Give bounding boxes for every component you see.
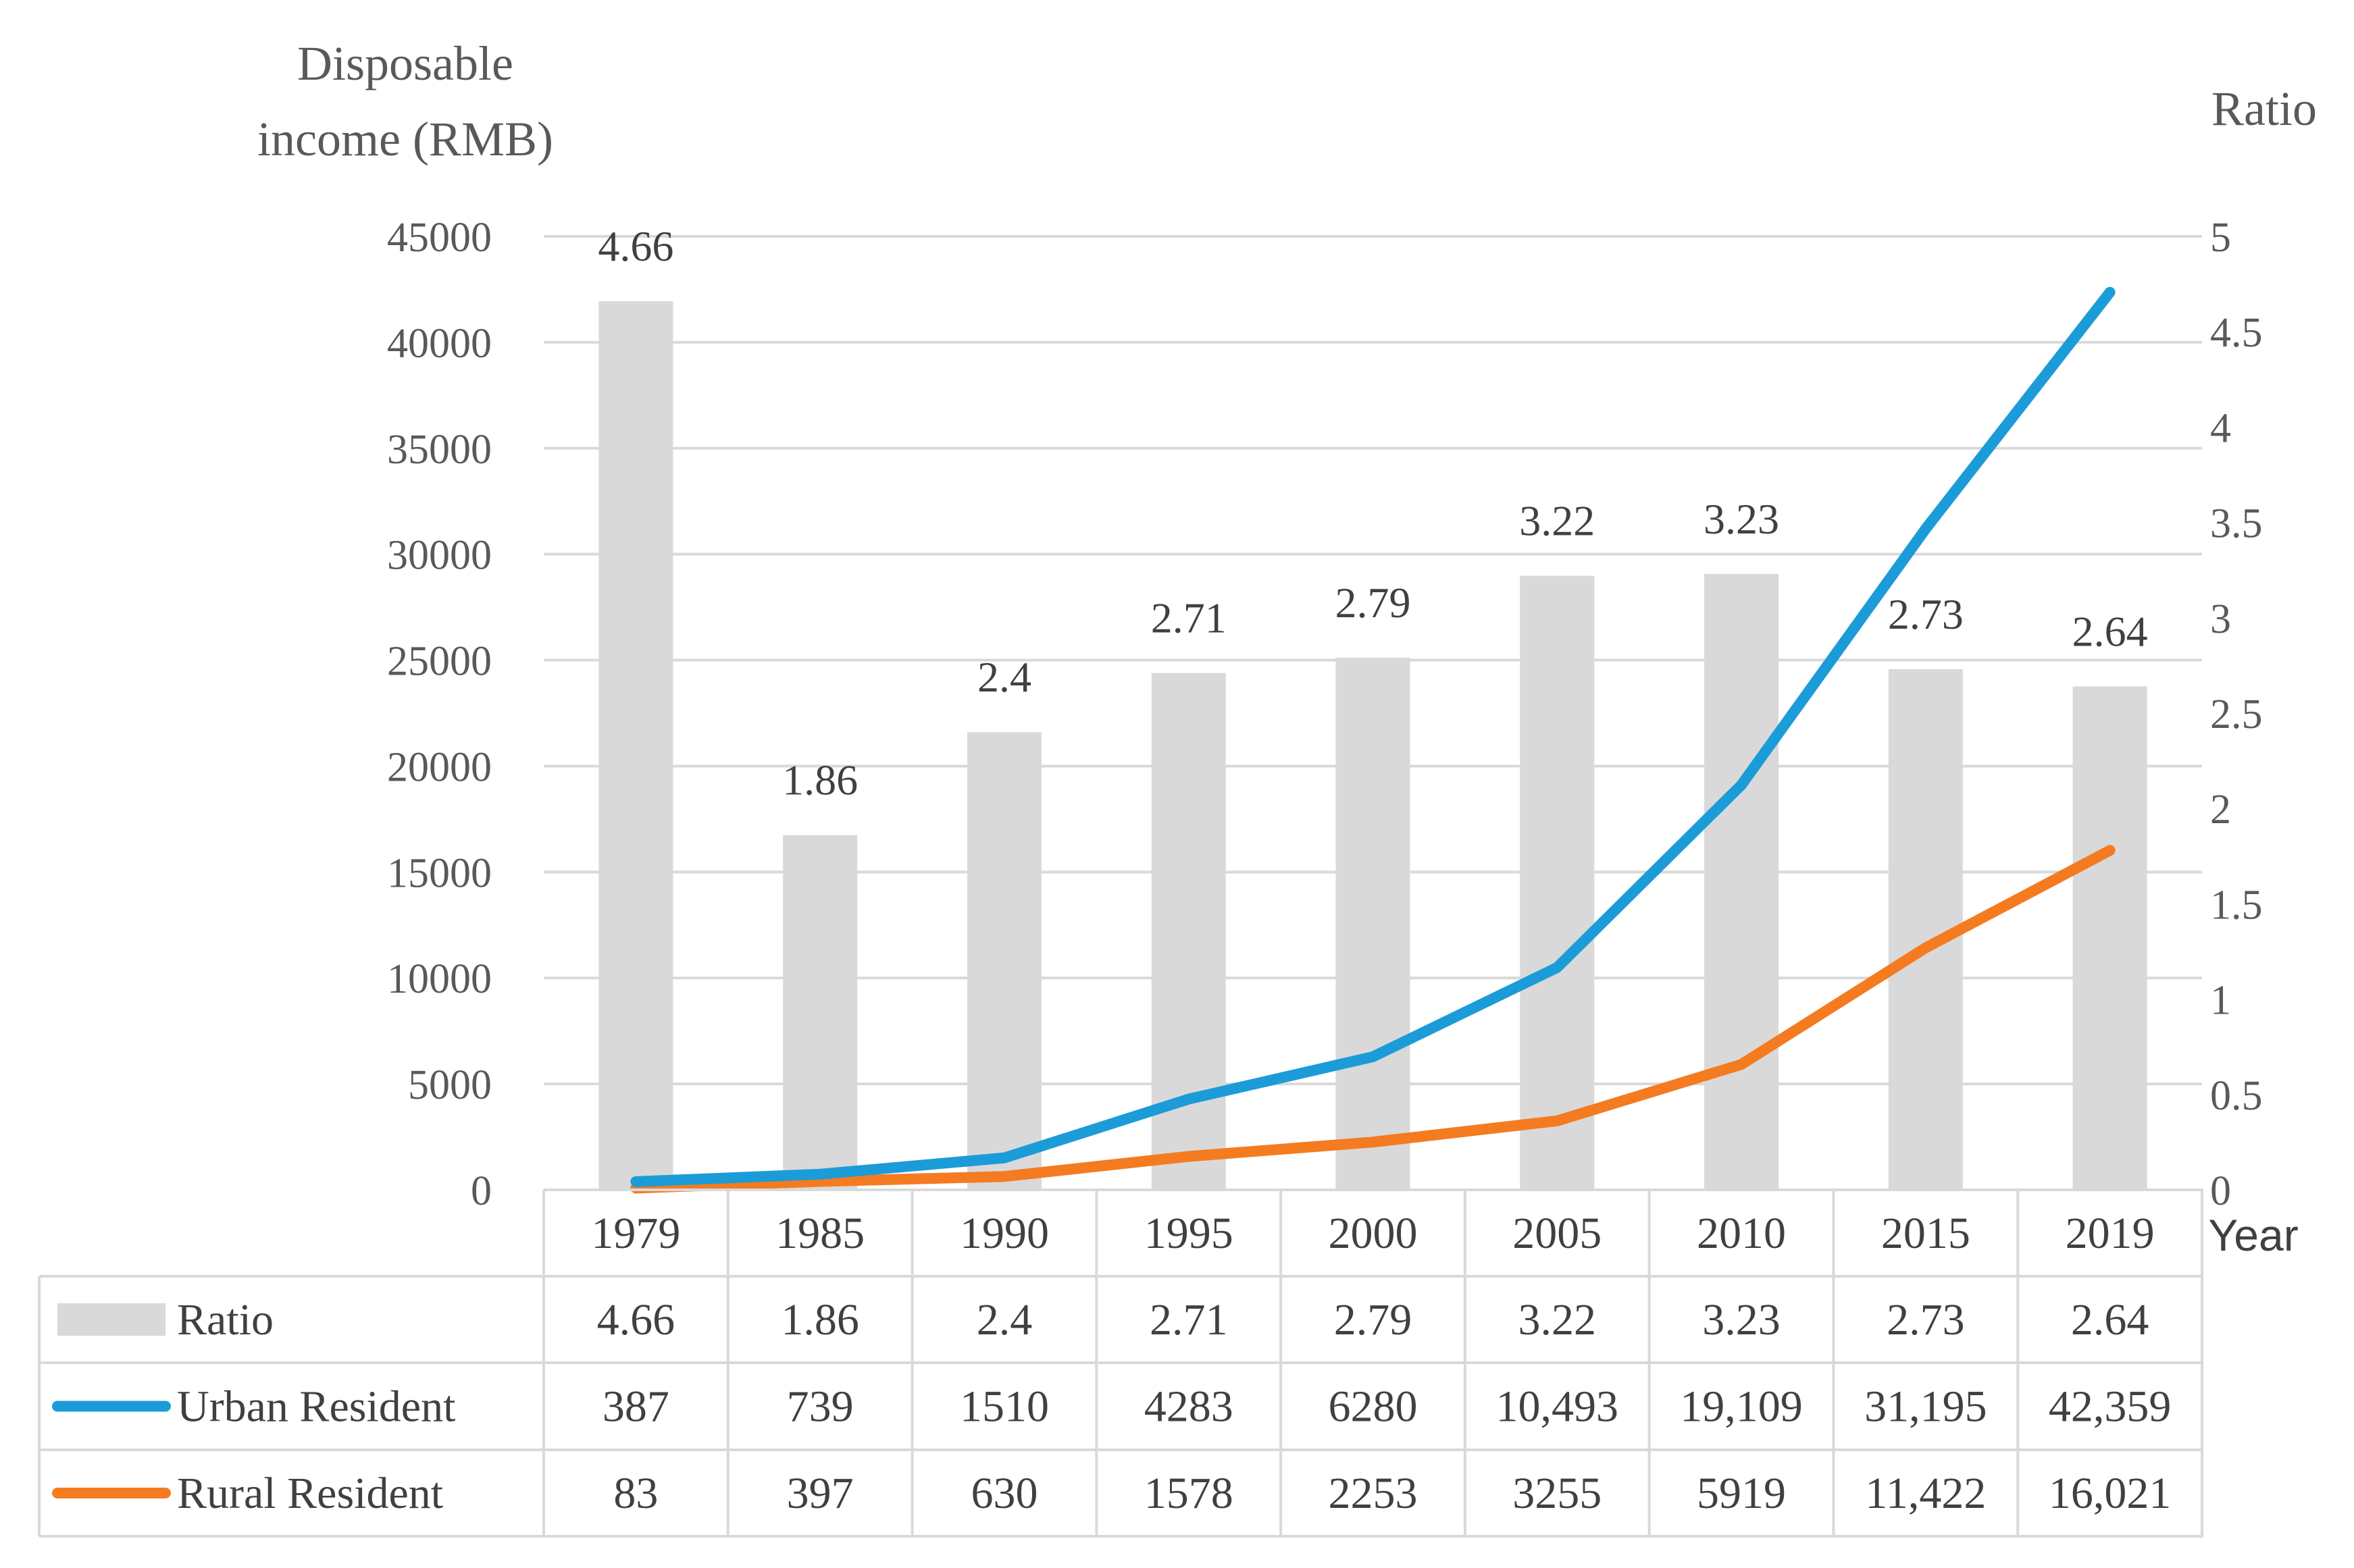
ratio-data-labels: 4.66 1.86 2.4 2.71 2.79 3.22 3.23 2.73 2.64 [598, 222, 2147, 804]
right-tick-label: 1 [2210, 978, 2231, 1024]
urban-resident-line [630, 286, 2116, 1187]
right-tick-label: 2 [2210, 787, 2231, 833]
left-tick-label: 40000 [387, 321, 492, 367]
left-axis: 0 5000 10000 15000 20000 25000 30000 35000 40000… [387, 215, 492, 1214]
ratio-bar [1335, 658, 1410, 1190]
left-axis-title: Disposable [297, 36, 513, 90]
table-cell: 3.22 [1518, 1295, 1597, 1344]
table-cell: 3.23 [1702, 1295, 1781, 1344]
table-cell: 31,195 [1864, 1382, 1987, 1432]
left-tick-label: 25000 [387, 639, 492, 685]
right-tick-label: 2.5 [2210, 691, 2263, 737]
table-cell: 1578 [1144, 1469, 1233, 1518]
table-cell: 397 [787, 1469, 854, 1518]
ratio-data-label: 3.23 [1704, 495, 1779, 543]
ratio-data-label: 2.71 [1151, 594, 1227, 642]
x-tick-label: 2019 [2066, 1209, 2155, 1258]
left-axis-title-line2: income (RMB) [257, 112, 553, 166]
x-tick-label: 1995 [1144, 1209, 1233, 1258]
left-tick-label: 45000 [387, 215, 492, 261]
legend-label: Urban Resident [177, 1382, 455, 1432]
data-table: 1979 1985 1990 1995 2000 2005 2010 2015 2019 Rati… [38, 1188, 2203, 1538]
ratio-data-label: 3.22 [1519, 497, 1595, 545]
table-cell: 1.86 [781, 1295, 859, 1344]
left-tick-label: 0 [471, 1168, 492, 1214]
table-cell: 11,422 [1865, 1469, 1986, 1518]
table-cell: 2.79 [1334, 1295, 1412, 1344]
legend-label: Ratio [177, 1295, 274, 1344]
right-tick-label: 1.5 [2210, 882, 2263, 928]
ratio-bar [967, 732, 1042, 1190]
table-cell: 1510 [960, 1382, 1049, 1432]
left-tick-label: 20000 [387, 744, 492, 790]
rural-resident-line [630, 845, 2116, 1194]
left-tick-label: 10000 [387, 956, 492, 1002]
table-cell: 3255 [1512, 1469, 1602, 1518]
table-cell: 630 [971, 1469, 1038, 1518]
table-cell: 5919 [1697, 1469, 1786, 1518]
right-tick-label: 0.5 [2210, 1073, 2263, 1119]
table-cell: 387 [603, 1382, 669, 1432]
x-tick-label: 1979 [591, 1209, 680, 1258]
table-cell: 4283 [1144, 1382, 1233, 1432]
ratio-data-label: 2.79 [1335, 579, 1411, 627]
right-tick-label: 3.5 [2210, 501, 2263, 547]
table-cell: 2.73 [1887, 1295, 1965, 1344]
ratio-bars [598, 301, 2147, 1190]
x-tick-label: 1985 [775, 1209, 865, 1258]
legend-label: Rural Resident [177, 1469, 443, 1518]
x-tick-label: 2015 [1881, 1209, 1970, 1258]
ratio-bar [1520, 575, 1595, 1190]
ratio-data-label: 1.86 [782, 756, 858, 804]
left-tick-label: 35000 [387, 427, 492, 473]
right-axis: 0 0.5 1 1.5 2 2.5 3 3.5 4 4.5 5 [2210, 215, 2263, 1214]
table-cell: 4.66 [597, 1295, 675, 1344]
ratio-data-label: 4.66 [598, 222, 673, 270]
ratio-data-label: 2.4 [977, 653, 1031, 701]
left-tick-label: 5000 [408, 1062, 492, 1108]
right-axis-title: Ratio [2211, 82, 2317, 136]
right-tick-label: 3 [2210, 596, 2231, 642]
ratio-bar [1704, 573, 1779, 1190]
right-tick-label: 4 [2210, 405, 2231, 451]
table-cell: 6280 [1329, 1382, 1418, 1432]
left-tick-label: 15000 [387, 850, 492, 896]
legend-key-ratio [57, 1303, 165, 1336]
table-cell: 2.71 [1150, 1295, 1228, 1344]
table-cell: 2.64 [2071, 1295, 2149, 1344]
x-tick-label: 1990 [960, 1209, 1049, 1258]
right-tick-label: 5 [2210, 215, 2231, 261]
table-cell: 42,359 [2049, 1382, 2172, 1432]
table-cell: 2253 [1329, 1469, 1418, 1518]
table-cell: 83 [613, 1469, 658, 1518]
income-lines [630, 286, 2116, 1194]
x-tick-label: 2005 [1512, 1209, 1602, 1258]
table-cell: 2.4 [977, 1295, 1033, 1344]
ratio-data-label: 2.64 [2072, 607, 2148, 655]
right-tick-label: 4.5 [2210, 310, 2263, 356]
x-tick-label: 2000 [1329, 1209, 1418, 1258]
right-tick-label: 0 [2210, 1168, 2231, 1214]
table-cell: 16,021 [2049, 1469, 2172, 1518]
ratio-data-label: 2.73 [1888, 590, 1964, 638]
table-cell: 10,493 [1496, 1382, 1619, 1432]
ratio-bar [2072, 686, 2147, 1190]
ratio-bar [783, 835, 858, 1190]
x-axis-title: Year [2208, 1210, 2298, 1260]
table-cell: 739 [787, 1382, 854, 1432]
x-tick-label: 2010 [1697, 1209, 1786, 1258]
ratio-bar [598, 301, 673, 1190]
table-cell: 19,109 [1680, 1382, 1803, 1432]
left-tick-label: 30000 [387, 533, 492, 579]
